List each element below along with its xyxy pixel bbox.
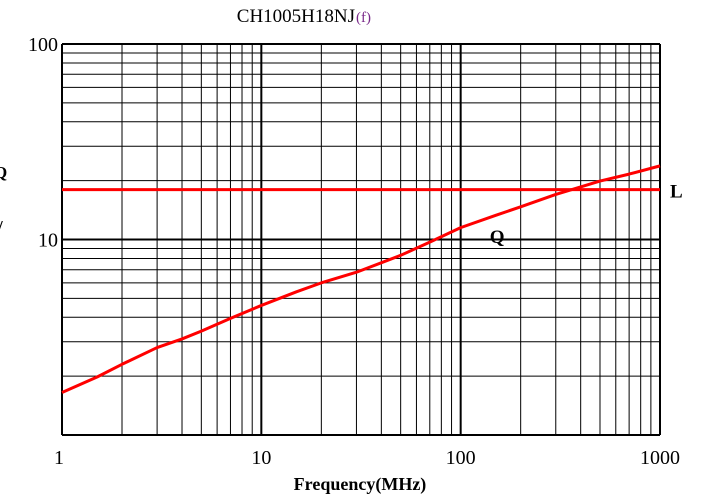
y-tick-label: 10	[38, 230, 58, 252]
left-glyph-slash: /	[0, 217, 3, 236]
x-tick-label: 1000	[640, 447, 680, 469]
series-label-q: Q	[490, 227, 505, 248]
chart-title: CH1005H18NJ	[237, 6, 355, 27]
x-axis-label: Frequency(MHz)	[294, 474, 427, 495]
grid	[61, 43, 661, 436]
series-label-l: L	[670, 182, 683, 203]
chart-title-suffix: (f)	[356, 10, 371, 26]
tick-labels: 1 10 100 1000 10 100	[28, 34, 680, 469]
x-tick-label: 10	[251, 447, 271, 469]
series-layer: LQ	[61, 164, 683, 394]
series-line-q	[61, 164, 661, 394]
y-tick-label: 100	[28, 34, 58, 56]
x-tick-label: 100	[446, 447, 476, 469]
left-glyph-q: Q	[0, 163, 7, 182]
x-tick-label: 1	[54, 447, 64, 469]
